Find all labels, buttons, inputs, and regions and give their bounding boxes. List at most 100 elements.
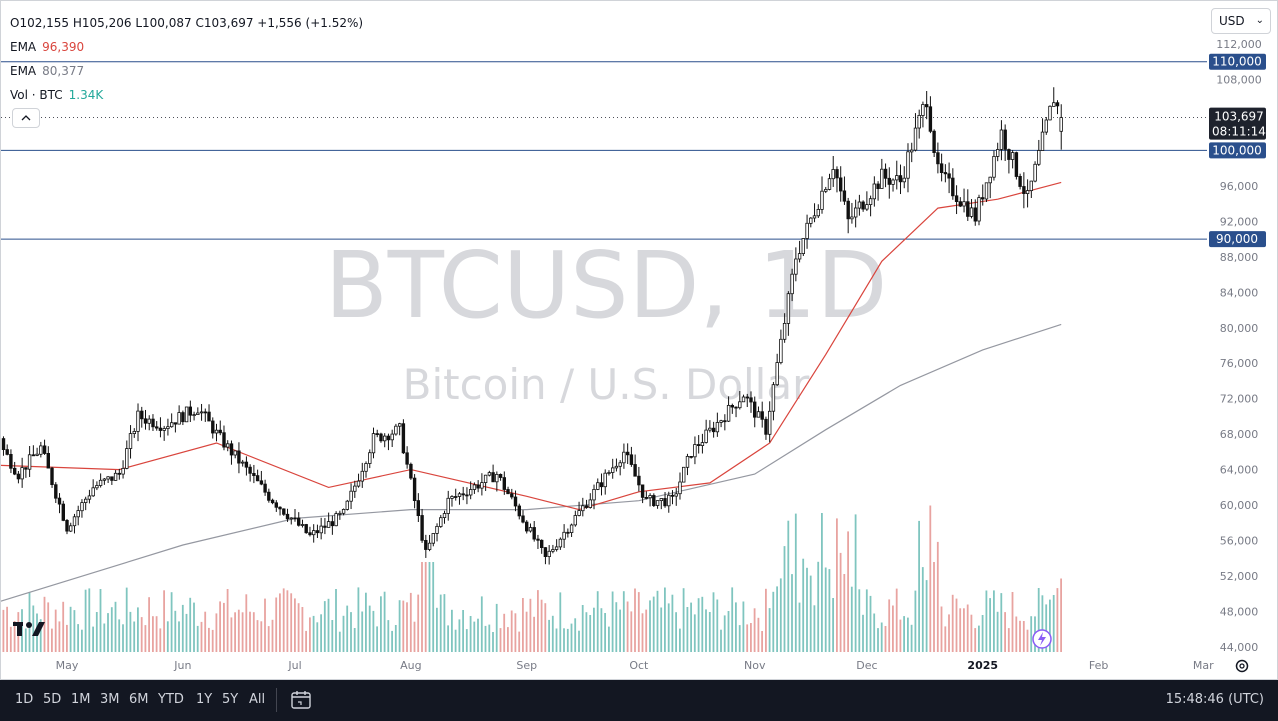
candle-up xyxy=(547,550,551,557)
price-chart[interactable]: BTCUSD, 1D Bitcoin / U.S. Dollar 112,000… xyxy=(1,1,1277,679)
volume-bar xyxy=(249,611,251,652)
volume-bar xyxy=(1030,616,1033,652)
time-tick: Jun xyxy=(173,659,191,672)
candle-up xyxy=(592,488,596,501)
candle-up xyxy=(427,542,432,550)
volume-bar xyxy=(312,615,315,652)
candle-down xyxy=(465,494,469,497)
candle-up xyxy=(214,429,219,434)
candle-down xyxy=(1014,152,1019,177)
volume-bar xyxy=(409,592,412,652)
volume-bar xyxy=(428,562,431,652)
timeframe-1m[interactable]: 1M xyxy=(71,692,91,707)
candle-down xyxy=(973,207,977,222)
candle-up xyxy=(1037,150,1041,165)
timeframe-3m[interactable]: 3M xyxy=(100,692,120,707)
timeframe-5d[interactable]: 5D xyxy=(43,692,62,707)
candle-up xyxy=(868,198,873,205)
volume-bar xyxy=(765,588,767,652)
candle-up xyxy=(368,452,372,464)
volume-bar xyxy=(570,623,573,652)
candle-down xyxy=(50,467,54,486)
ema-slow-row[interactable]: EMA 80,377 xyxy=(10,59,363,83)
volume-bar xyxy=(544,603,547,652)
volume-bar xyxy=(99,589,102,652)
ohlc-row: O102,155 H105,206 L100,087 C103,697 +1,5… xyxy=(10,11,363,35)
timeframe-1y[interactable]: 1Y xyxy=(196,692,213,707)
candle-down xyxy=(412,477,417,502)
candle-up xyxy=(136,410,140,432)
volume-bar xyxy=(1052,595,1055,652)
ema-slow-value: 80,377 xyxy=(42,64,85,78)
candle-down xyxy=(270,499,275,504)
volume-bar xyxy=(54,609,57,652)
time-tick: Aug xyxy=(400,659,421,672)
candle-up xyxy=(1040,131,1045,151)
collapse-legend-button[interactable] xyxy=(12,108,40,128)
candle-down xyxy=(323,525,327,528)
volume-bar xyxy=(267,626,270,652)
candle-up xyxy=(786,293,791,324)
price-axis: 112,000 108,000 96,000 92,000 88,000 84,000 80… xyxy=(1216,38,1262,654)
candle-up xyxy=(166,426,170,430)
ohlc-values: O102,155 H105,206 L100,087 C103,697 +1,5… xyxy=(10,16,364,30)
volume-row[interactable]: Vol · BTC 1.34K xyxy=(10,83,363,107)
candle-up xyxy=(128,433,133,449)
ema-fast-row[interactable]: EMA 96,390 xyxy=(10,35,363,59)
volume-bar xyxy=(492,632,494,652)
volume-bar xyxy=(525,611,528,652)
volume-bar xyxy=(260,621,263,652)
volume-bar xyxy=(245,594,248,652)
time-tick: Oct xyxy=(629,659,649,672)
candle-down xyxy=(308,532,312,536)
volume-bar xyxy=(357,587,360,652)
candle-down xyxy=(633,464,637,477)
volume-bar xyxy=(574,618,577,652)
volume-bar xyxy=(424,562,427,652)
volume-bar xyxy=(622,591,625,652)
volume-bar xyxy=(918,520,920,652)
last-price-bg xyxy=(1209,107,1266,140)
volume-bar xyxy=(559,592,562,652)
currency-selector[interactable]: USD ⌄ xyxy=(1211,8,1271,34)
candle-up xyxy=(779,338,783,363)
candle-down xyxy=(65,520,69,532)
lightning-icon[interactable] xyxy=(1031,628,1053,654)
horizontal-levels xyxy=(1,61,1207,240)
volume-bar xyxy=(776,586,778,652)
volume-bar xyxy=(626,601,629,652)
volume-bar xyxy=(903,616,905,652)
volume-bar xyxy=(578,630,580,652)
candle-down xyxy=(420,515,424,541)
level-110-label-bg xyxy=(1209,53,1266,70)
candle-up xyxy=(678,481,682,495)
timeframe-all[interactable]: All xyxy=(249,692,266,707)
timeframe-ytd[interactable]: YTD xyxy=(158,692,184,707)
timeframe-5y[interactable]: 5Y xyxy=(222,692,239,707)
timeframe-6m[interactable]: 6M xyxy=(129,692,149,707)
volume-bar xyxy=(256,620,259,652)
chart-area[interactable]: BTCUSD, 1D Bitcoin / U.S. Dollar 112,000… xyxy=(0,0,1278,680)
candle-down xyxy=(203,411,207,414)
volume-bar xyxy=(634,588,636,652)
settings-gear-icon[interactable] xyxy=(1233,657,1251,679)
utc-clock[interactable]: 15:48:46 (UTC) xyxy=(1165,692,1264,707)
candle-up xyxy=(76,510,80,518)
candle-down xyxy=(498,473,503,478)
volume-bar xyxy=(664,587,666,652)
candle-up xyxy=(775,362,779,386)
timeframe-1d[interactable]: 1D xyxy=(15,692,34,707)
calendar-range-icon[interactable] xyxy=(290,689,312,715)
volume-bar xyxy=(712,592,715,652)
volume-bar xyxy=(391,630,393,652)
candle-up xyxy=(483,474,488,484)
volume-bar xyxy=(585,612,588,652)
candle-down xyxy=(401,423,406,454)
candle-down xyxy=(1003,129,1007,150)
volume-bar xyxy=(656,590,659,652)
tradingview-logo[interactable] xyxy=(13,620,47,642)
candle-up xyxy=(738,401,742,409)
price-tick: 64,000 xyxy=(1220,464,1259,477)
candle-down xyxy=(379,433,383,442)
candle-up xyxy=(588,499,592,508)
